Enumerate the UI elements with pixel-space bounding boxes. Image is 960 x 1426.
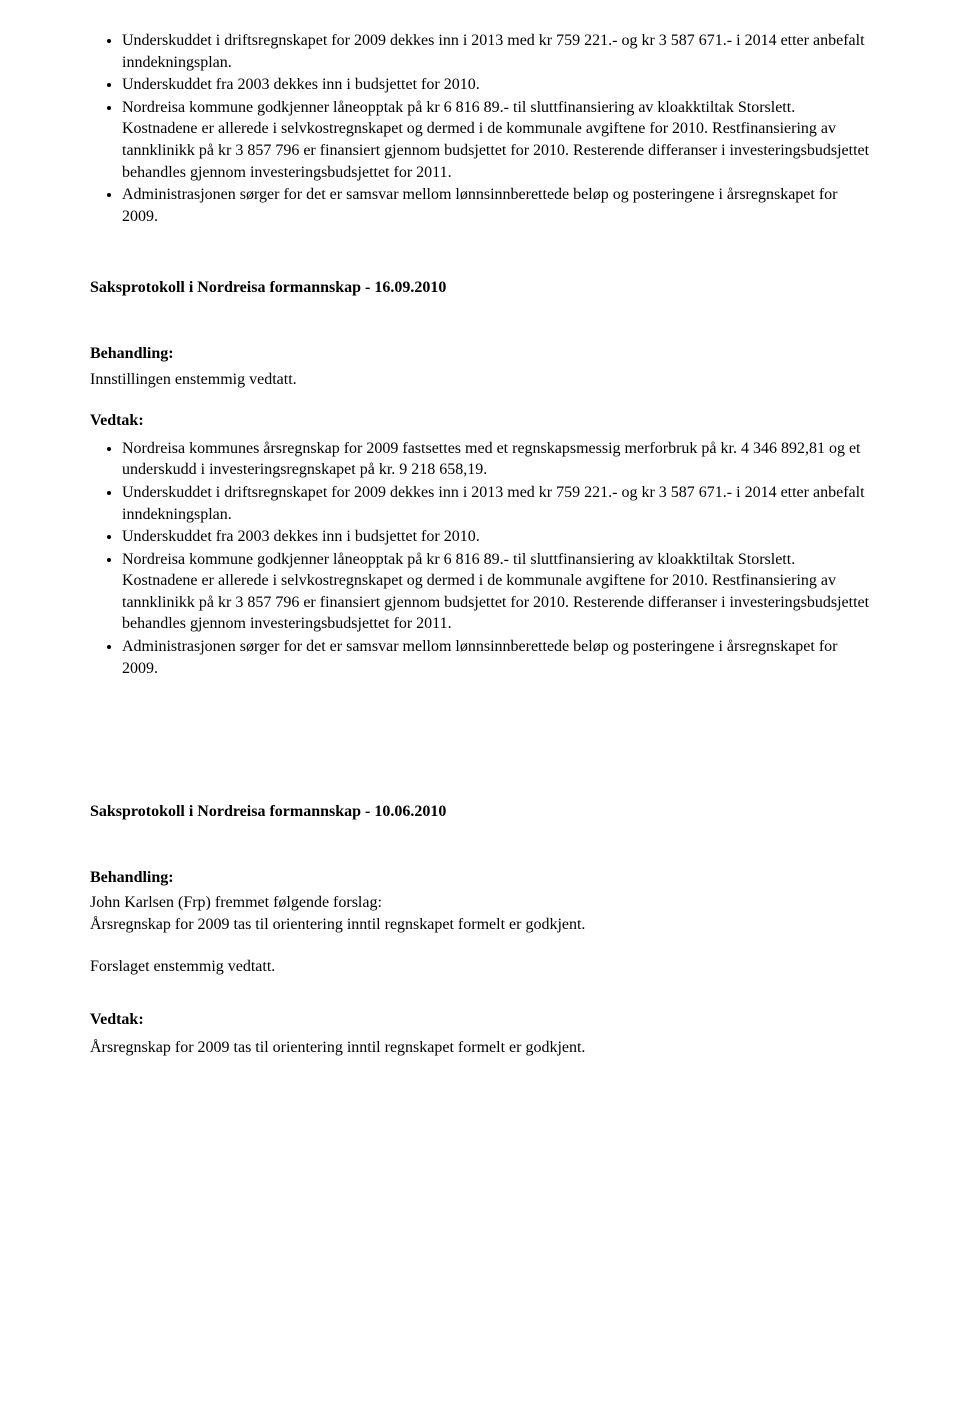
list-item: Administrasjonen sørger for det er samsv… xyxy=(122,636,870,679)
list-item: Nordreisa kommune godkjenner låneopptak … xyxy=(122,549,870,635)
section-title-2: Saksprotokoll i Nordreisa formannskap - … xyxy=(90,801,870,823)
behandling-line2: Årsregnskap for 2009 tas til orientering… xyxy=(90,914,870,936)
list-item: Underskuddet fra 2003 dekkes inn i budsj… xyxy=(122,74,870,96)
bullet-list-section1: Nordreisa kommunes årsregnskap for 2009 … xyxy=(90,438,870,680)
behandling-line1: John Karlsen (Frp) fremmet følgende fors… xyxy=(90,892,870,914)
vedtak-text-2: Årsregnskap for 2009 tas til orientering… xyxy=(90,1037,870,1059)
list-item: Underskuddet i driftsregnskapet for 2009… xyxy=(122,482,870,525)
list-item: Nordreisa kommunes årsregnskap for 2009 … xyxy=(122,438,870,481)
list-item: Underskuddet i driftsregnskapet for 2009… xyxy=(122,30,870,73)
section-title-1: Saksprotokoll i Nordreisa formannskap - … xyxy=(90,277,870,299)
forslag-line: Forslaget enstemmig vedtatt. xyxy=(90,956,870,978)
bullet-list-top: Underskuddet i driftsregnskapet for 2009… xyxy=(90,30,870,227)
list-item: Administrasjonen sørger for det er samsv… xyxy=(122,184,870,227)
behandling-text-1: Innstillingen enstemmig vedtatt. xyxy=(90,369,870,391)
behandling-label-2: Behandling: xyxy=(90,867,870,889)
list-item: Nordreisa kommune godkjenner låneopptak … xyxy=(122,97,870,183)
behandling-label-1: Behandling: xyxy=(90,343,870,365)
vedtak-label-1: Vedtak: xyxy=(90,410,870,432)
list-item: Underskuddet fra 2003 dekkes inn i budsj… xyxy=(122,526,870,548)
vedtak-label-2: Vedtak: xyxy=(90,1009,870,1031)
